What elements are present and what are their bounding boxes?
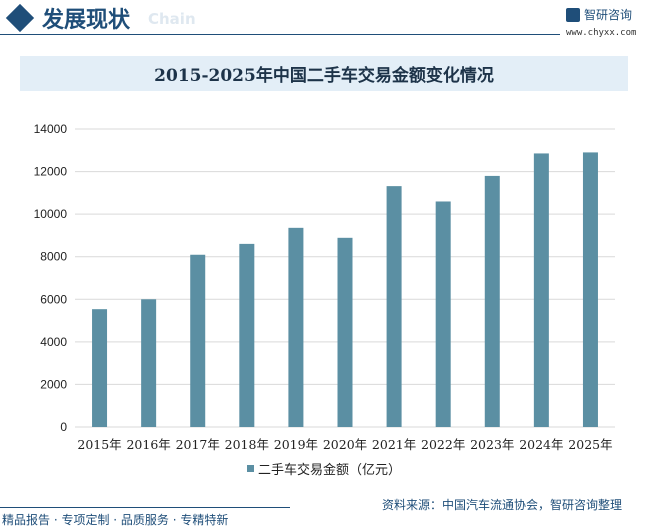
x-tick-label: 2021年 [372, 437, 416, 452]
bar [386, 186, 402, 427]
bar [288, 227, 304, 427]
logo-icon [566, 7, 580, 22]
x-tick-label: 2018年 [225, 437, 269, 452]
x-tick-label: 2022年 [421, 437, 465, 452]
bar [484, 175, 500, 427]
footer-divider [0, 507, 290, 508]
y-tick-label: 12000 [34, 165, 68, 179]
bar [92, 309, 108, 427]
bar [533, 153, 549, 427]
bar [141, 299, 157, 427]
x-tick-label: 2024年 [519, 437, 563, 452]
x-tick-label: 2016年 [126, 437, 170, 452]
legend-label: 二手车交易金额（亿元） [257, 463, 401, 478]
section-subtitle: Chain [148, 10, 196, 28]
x-tick-label: 2017年 [176, 437, 220, 452]
x-tick-label: 2025年 [568, 437, 612, 452]
chart-title-bar: 2015-2025年中国二手车交易金额变化情况 [20, 56, 628, 91]
y-tick-label: 4000 [40, 335, 67, 349]
y-tick-label: 10000 [34, 207, 68, 221]
brand-logo: 智研咨询 [566, 6, 632, 23]
header-divider [0, 34, 560, 35]
y-tick-label: 2000 [40, 377, 67, 391]
x-tick-label: 2015年 [77, 437, 121, 452]
bar [239, 243, 255, 427]
bar [435, 201, 451, 427]
y-tick-label: 14000 [34, 122, 68, 136]
bar [190, 254, 206, 427]
y-tick-label: 8000 [40, 250, 67, 264]
source-note: 资料来源：中国汽车流通协会，智研咨询整理 [382, 498, 623, 512]
legend: 二手车交易金额（亿元） [0, 459, 648, 478]
brand-url: www.chyxx.com [566, 28, 637, 38]
chart-title: 2015-2025年中国二手车交易金额变化情况 [154, 66, 494, 86]
footer-slogan: 精品报告 · 专项定制 · 品质服务 · 专精特新 [2, 513, 229, 527]
section-title: 发展现状 [42, 7, 131, 33]
y-tick-label: 0 [60, 420, 67, 434]
brand-name: 智研咨询 [584, 8, 633, 22]
x-tick-label: 2020年 [323, 437, 367, 452]
legend-swatch [246, 465, 254, 472]
bar [337, 237, 353, 427]
y-tick-label: 6000 [40, 292, 67, 306]
x-tick-label: 2019年 [274, 437, 318, 452]
x-tick-label: 2023年 [470, 437, 514, 452]
bar [582, 152, 598, 427]
